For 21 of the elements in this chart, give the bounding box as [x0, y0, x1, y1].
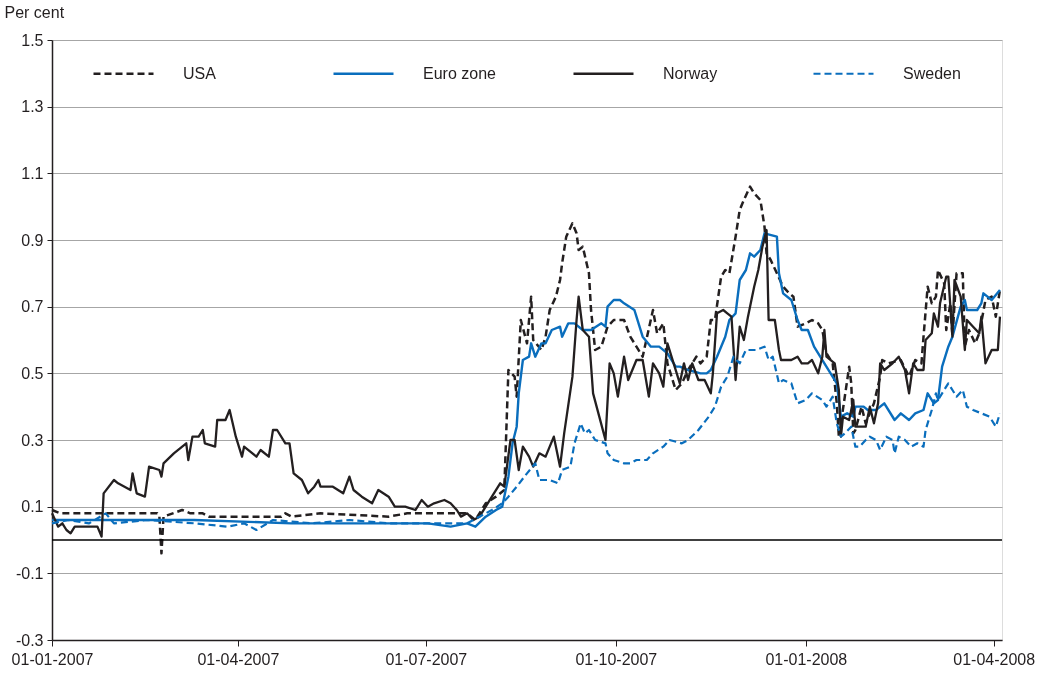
y-tick-label: 0.3 [21, 431, 44, 449]
y-tick-label: -0.3 [15, 631, 44, 649]
y-axis-title: Per cent [4, 3, 65, 21]
legend-label: Sweden [903, 64, 961, 82]
legend-label: USA [183, 64, 217, 82]
x-tick-label: 01-01-2008 [765, 650, 848, 668]
y-tick-label: 0.9 [21, 231, 44, 249]
y-tick-label: 0.1 [21, 498, 44, 516]
x-tick-label: 01-04-2007 [197, 650, 280, 668]
y-tick-label: -0.1 [15, 564, 44, 582]
x-tick-label: 01-10-2007 [575, 650, 658, 668]
x-tick-label: 01-04-2008 [953, 650, 1036, 668]
y-tick-label: 0.5 [21, 364, 44, 382]
y-tick-label: 1.1 [21, 164, 44, 182]
x-tick-label: 01-07-2007 [385, 650, 468, 668]
y-tick-label: 1.3 [21, 98, 44, 116]
legend-label: Euro zone [423, 64, 497, 82]
legend-label: Norway [663, 64, 718, 82]
y-tick-label: 0.7 [21, 298, 44, 316]
x-tick-label: 01-01-2007 [11, 650, 94, 668]
y-tick-label: 1.5 [21, 31, 44, 49]
